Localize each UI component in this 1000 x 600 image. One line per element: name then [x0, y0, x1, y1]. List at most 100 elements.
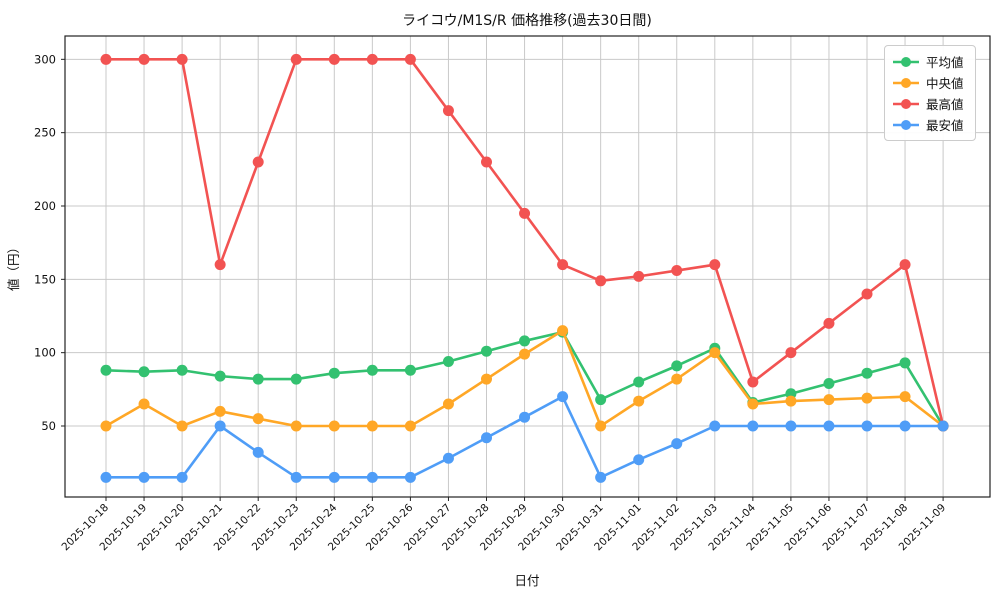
- grid-layer: [65, 36, 990, 497]
- data-point: [671, 360, 683, 372]
- data-point: [481, 345, 492, 357]
- data-point: [214, 370, 226, 382]
- data-point: [404, 53, 416, 65]
- data-point: [366, 420, 378, 432]
- data-point: [557, 325, 569, 337]
- data-point: [899, 259, 911, 271]
- y-tick-label: 250: [34, 126, 56, 140]
- data-point: [557, 259, 569, 271]
- data-point: [785, 347, 797, 359]
- data-point: [481, 432, 492, 444]
- data-point: [252, 413, 264, 425]
- series-avg: [100, 326, 949, 432]
- data-point: [481, 373, 492, 385]
- data-point: [633, 376, 645, 388]
- data-point: [481, 156, 492, 168]
- data-point: [442, 355, 454, 367]
- legend: 平均値中央値最高値最安値: [884, 45, 976, 141]
- data-point: [823, 420, 835, 432]
- data-point: [595, 394, 607, 406]
- plot-border: [64, 35, 991, 498]
- data-point: [861, 367, 873, 379]
- x-axis-label: 日付: [514, 573, 539, 588]
- data-point: [633, 270, 645, 282]
- y-tick-label: 300: [34, 52, 56, 66]
- data-point: [328, 471, 340, 483]
- legend-item-min: 最安値: [891, 114, 968, 135]
- data-point: [823, 394, 835, 406]
- data-point: [138, 398, 150, 410]
- data-point: [176, 53, 188, 65]
- data-point: [100, 364, 112, 376]
- series-max: [100, 53, 949, 432]
- data-point: [557, 391, 569, 403]
- axes-frame: [64, 35, 991, 498]
- data-point: [861, 392, 873, 404]
- y-tick-label: 200: [34, 199, 56, 213]
- data-point: [290, 420, 302, 432]
- data-point: [899, 357, 911, 369]
- y-tick-label: 150: [34, 272, 56, 286]
- data-point: [747, 398, 759, 410]
- data-point: [442, 452, 454, 464]
- data-point: [442, 105, 454, 117]
- data-point: [138, 471, 150, 483]
- data-point: [252, 156, 264, 168]
- data-point: [709, 259, 721, 271]
- data-point: [214, 259, 226, 271]
- data-point: [404, 364, 416, 376]
- data-point: [519, 411, 531, 423]
- data-point: [138, 53, 150, 65]
- data-point: [823, 317, 835, 329]
- legend-marker-avg: [893, 56, 919, 67]
- chart-title: ライコウ/M1S/R 価格推移(過去30日間): [402, 13, 652, 29]
- data-point: [747, 376, 759, 388]
- data-point: [366, 53, 378, 65]
- data-point: [899, 391, 911, 403]
- data-point: [899, 420, 911, 432]
- data-point: [290, 53, 302, 65]
- data-point: [138, 366, 150, 378]
- data-point: [366, 364, 378, 376]
- data-point: [671, 438, 683, 450]
- data-point: [176, 364, 188, 376]
- y-axis-label: 値（円）: [6, 241, 21, 291]
- data-point: [823, 377, 835, 389]
- data-point: [937, 420, 949, 432]
- legend-label: 平均値: [926, 55, 964, 70]
- data-point: [747, 420, 759, 432]
- data-point: [328, 420, 340, 432]
- y-tick-label: 50: [41, 419, 56, 433]
- data-point: [861, 420, 873, 432]
- data-point: [176, 420, 188, 432]
- legend-label: 中央値: [926, 76, 964, 91]
- data-point: [214, 420, 226, 432]
- data-point: [633, 395, 645, 407]
- data-point: [328, 53, 340, 65]
- data-point: [252, 446, 264, 458]
- data-point: [785, 395, 797, 407]
- y-tick-label: 100: [34, 346, 56, 360]
- data-point: [328, 367, 340, 379]
- legend-label: 最高値: [926, 97, 964, 112]
- data-point: [671, 265, 683, 277]
- series-min: [100, 391, 949, 483]
- data-point: [671, 373, 683, 385]
- data-point: [519, 348, 531, 360]
- data-point: [709, 420, 721, 432]
- data-point: [366, 471, 378, 483]
- data-point: [290, 373, 302, 385]
- data-point: [709, 347, 721, 359]
- data-point: [519, 335, 531, 347]
- legend-marker-median: [893, 77, 919, 88]
- data-point: [633, 454, 645, 466]
- data-point: [176, 471, 188, 483]
- legend-label: 最安値: [926, 118, 964, 133]
- data-point: [252, 373, 264, 385]
- data-point: [100, 53, 112, 65]
- legend-item-avg: 平均値: [891, 51, 968, 72]
- data-point: [290, 471, 302, 483]
- data-point: [404, 471, 416, 483]
